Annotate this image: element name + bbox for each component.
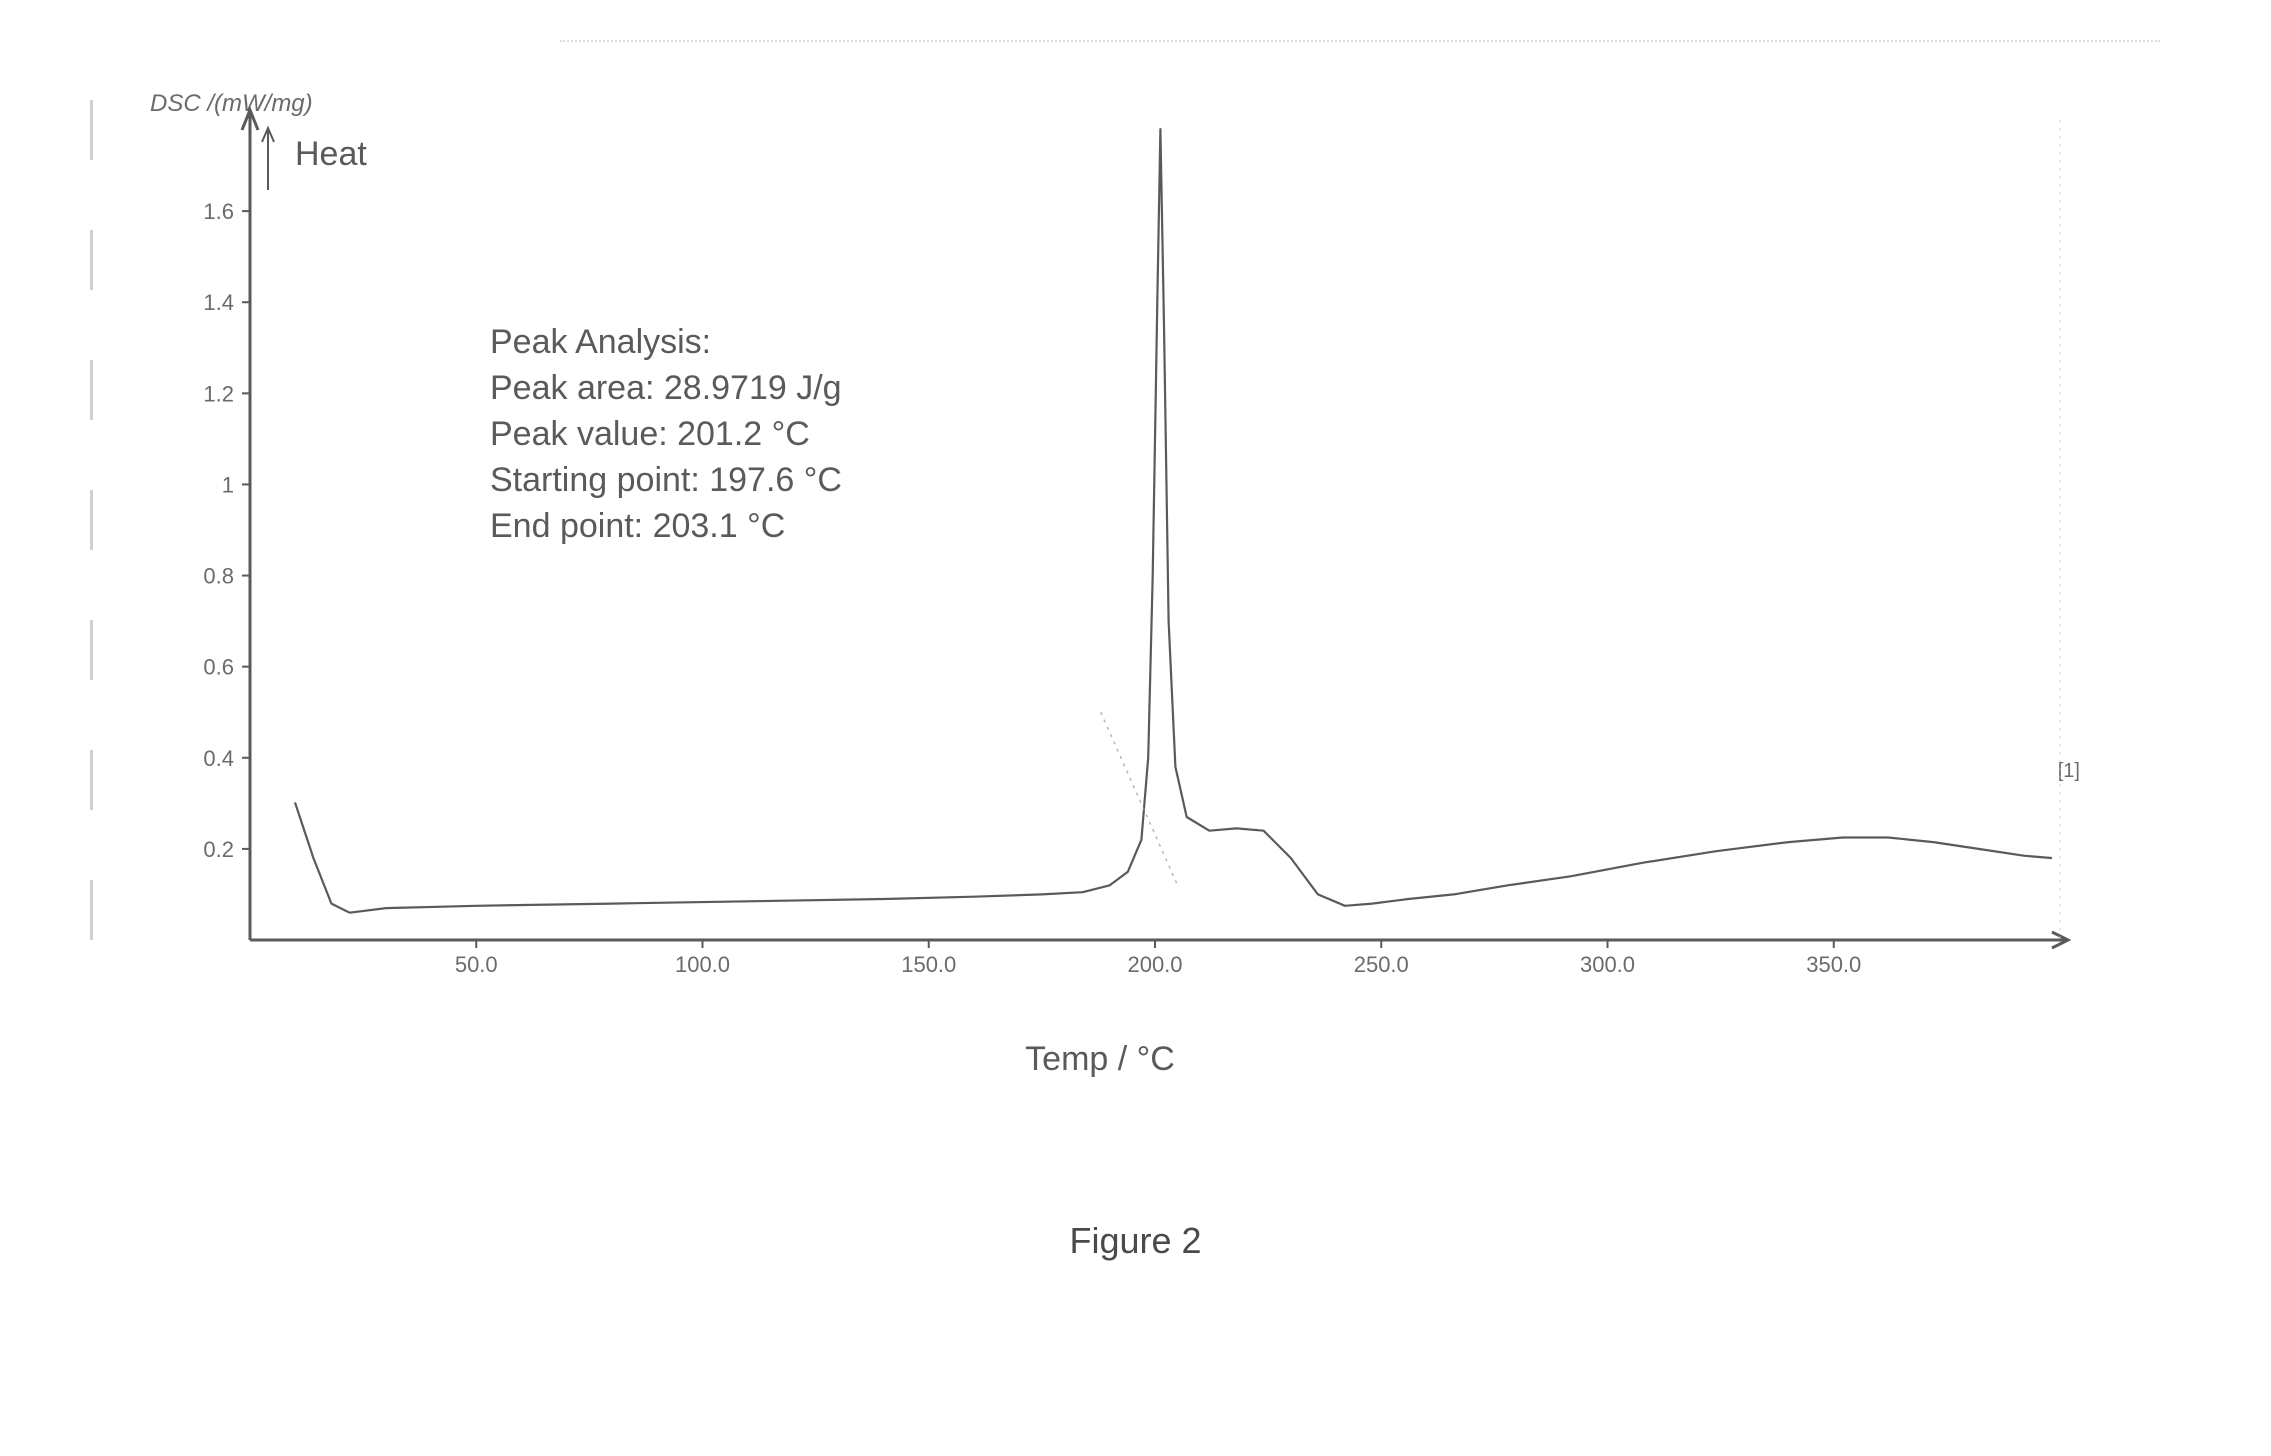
svg-text:0.6: 0.6 (203, 655, 234, 680)
svg-text:300.0: 300.0 (1580, 952, 1635, 977)
svg-text:1.2: 1.2 (203, 381, 234, 406)
svg-text:1.6: 1.6 (203, 199, 234, 224)
page-root: DSC /(mW/mg) Heat Peak Analysis: Peak ar… (0, 0, 2271, 1456)
chart-svg: 0.2 0.4 0.6 0.8 1 1.2 1.4 1.6 50.0 100.0 150.0 200.… (120, 60, 2080, 1010)
svg-text:50.0: 50.0 (455, 952, 498, 977)
svg-text:0.2: 0.2 (203, 837, 234, 862)
svg-text:350.0: 350.0 (1806, 952, 1861, 977)
svg-text:1.4: 1.4 (203, 290, 234, 315)
x-axis-title: Temp / °C (900, 1040, 1300, 1079)
svg-text:200.0: 200.0 (1127, 952, 1182, 977)
dsc-chart: DSC /(mW/mg) Heat Peak Analysis: Peak ar… (120, 60, 2080, 1010)
svg-text:1: 1 (222, 472, 234, 497)
svg-text:100.0: 100.0 (675, 952, 730, 977)
svg-text:250.0: 250.0 (1354, 952, 1409, 977)
svg-text:0.8: 0.8 (203, 564, 234, 589)
scan-artifact-top (560, 40, 2160, 42)
figure-caption: Figure 2 (0, 1220, 2271, 1262)
scan-artifact-left (90, 100, 92, 980)
svg-text:0.4: 0.4 (203, 746, 234, 771)
svg-text:150.0: 150.0 (901, 952, 956, 977)
